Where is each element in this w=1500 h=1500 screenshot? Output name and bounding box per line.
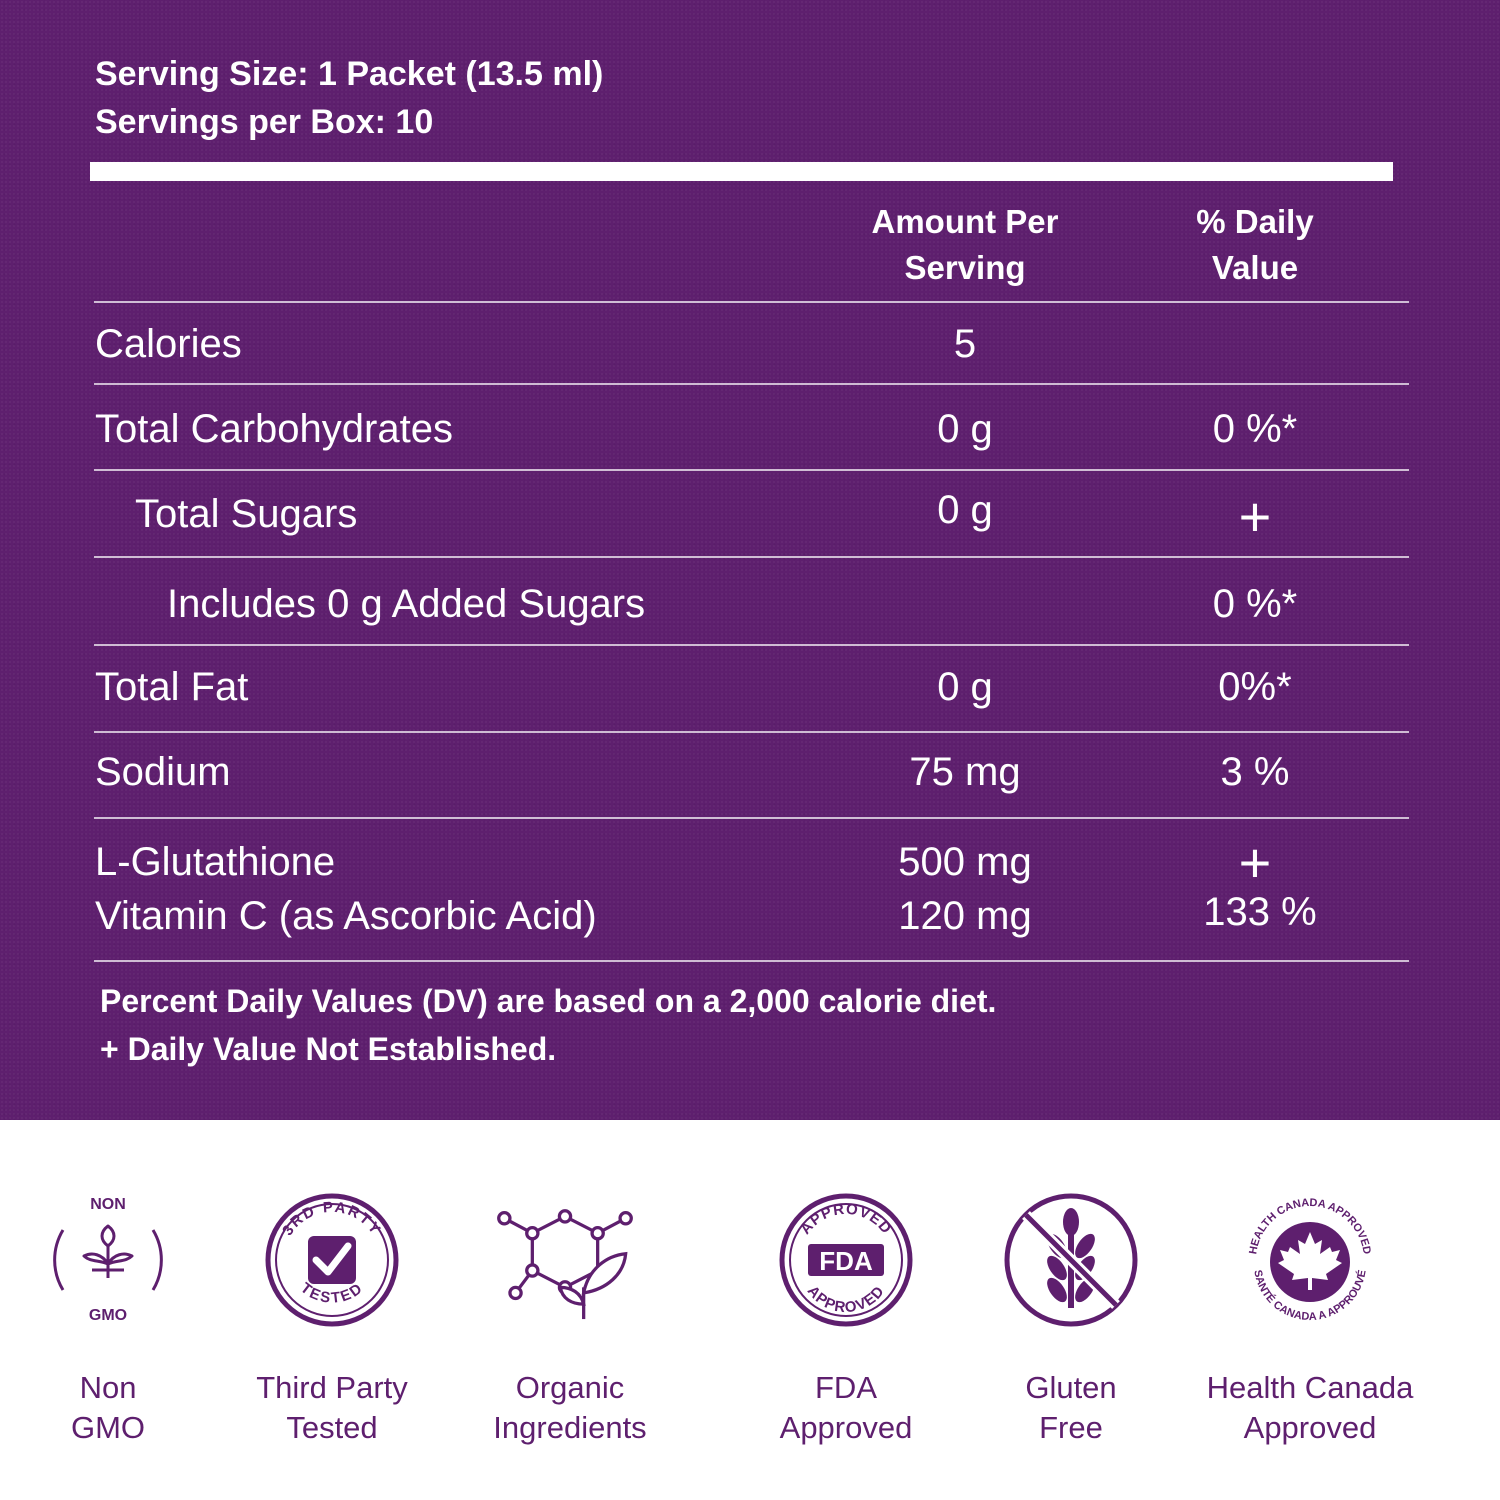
badge-label-line1: Organic: [515, 1370, 625, 1405]
dv-not-established-mark: +: [1238, 485, 1272, 548]
row-divider: [94, 817, 1409, 819]
seal-text-bottom: GMO: [89, 1307, 127, 1324]
nutrient-label: Includes 0 g Added Sugars: [167, 582, 646, 626]
badge-label-line2: Free: [1039, 1410, 1103, 1445]
health-canada-icon: HEALTH CANADA APPROVED SANTÉ CANADA A AP…: [1247, 1197, 1373, 1323]
nutrient-amount: 5: [953, 322, 977, 366]
non-gmo-icon: NON GMO: [53, 1196, 163, 1324]
badge-label-health-canada: Health Canada Approved: [1180, 1368, 1440, 1448]
footnote-dv-not-established: + Daily Value Not Established.: [100, 1031, 557, 1067]
gluten-free-icon: [1004, 1193, 1138, 1327]
row-divider: [94, 301, 1409, 303]
row-divider: [94, 383, 1409, 385]
nutrient-label: Sodium: [95, 750, 231, 794]
nutrient-label: Total Carbohydrates: [95, 407, 453, 451]
badge-label-line2: Ingredients: [493, 1410, 647, 1445]
dv-not-established-mark: +: [1238, 831, 1272, 894]
nutrient-amount: 500 mg: [898, 840, 1032, 884]
daily-value-header: % Daily Value: [1130, 199, 1380, 291]
badge-label-line2: GMO: [70, 1410, 146, 1445]
fda-approved-icon: APPROVED APPROVED FDA: [779, 1193, 913, 1327]
badge-label-line1: Health Canada: [1206, 1370, 1414, 1405]
seal-text-bottom: APPROVED: [804, 1283, 887, 1317]
nutrient-dv: 133 %: [1203, 890, 1317, 934]
badge-label-line1: Third Party: [256, 1370, 408, 1405]
row-divider: [94, 469, 1409, 471]
badge-label-third-party: Third Party Tested: [222, 1368, 442, 1448]
nutrient-dv: 0%*: [1218, 665, 1292, 709]
servings-per-box: Servings per Box: 10: [95, 103, 434, 141]
row-divider: [94, 960, 1409, 962]
serving-size: Serving Size: 1 Packet (13.5 ml): [95, 55, 604, 93]
row-divider: [94, 556, 1409, 558]
nutrient-label: Vitamin C (as Ascorbic Acid): [95, 894, 597, 938]
badge-label-line2: Approved: [1243, 1410, 1377, 1445]
seal-text-center: FDA: [819, 1246, 873, 1276]
badge-label-line1: Non: [79, 1370, 137, 1405]
amount-header-line1: Amount Per: [871, 203, 1059, 240]
nutrition-facts-panel: [0, 0, 1500, 1120]
badge-label-organic: Organic Ingredients: [460, 1368, 680, 1448]
badge-label-line1: Gluten: [1025, 1370, 1117, 1405]
nutrient-amount: 75 mg: [909, 750, 1021, 794]
amount-per-serving-header: Amount Per Serving: [815, 199, 1115, 291]
row-divider: [94, 644, 1409, 646]
amount-header-line2: Serving: [904, 249, 1026, 286]
nutrient-amount: 120 mg: [898, 894, 1032, 938]
organic-molecule-leaf-icon: [497, 1209, 633, 1320]
row-divider: [94, 731, 1409, 733]
nutrient-dv: 3 %: [1220, 750, 1290, 794]
seal-text-top: NON: [90, 1196, 126, 1213]
svg-text:APPROVED: APPROVED: [804, 1283, 888, 1317]
nutrient-label: Total Sugars: [135, 492, 358, 536]
nutrient-amount: 0 g: [937, 407, 993, 451]
footnote-dv-basis: Percent Daily Values (DV) are based on a…: [100, 983, 997, 1019]
nutrient-dv: 0 %*: [1212, 407, 1298, 451]
third-party-tested-icon: 3RD PARTY TESTED: [265, 1193, 399, 1327]
nutrient-label: Total Fat: [95, 665, 249, 709]
dv-header-line1: % Daily: [1196, 203, 1314, 240]
badge-label-line2: Approved: [779, 1410, 913, 1445]
nutrient-label: Calories: [95, 322, 242, 366]
badge-label-line2: Tested: [286, 1410, 378, 1445]
thick-divider: [90, 162, 1393, 181]
dv-header-line2: Value: [1211, 249, 1299, 286]
badge-label-non-gmo: Non GMO: [38, 1368, 178, 1448]
nutrient-amount: 0 g: [937, 665, 993, 709]
badge-label-line1: FDA: [815, 1370, 877, 1405]
nutrient-label: L-Glutathione: [95, 840, 336, 884]
nutrient-amount: 0 g: [937, 488, 993, 532]
nutrient-dv: 0 %*: [1212, 582, 1298, 626]
badge-label-fda: FDA Approved: [736, 1368, 956, 1448]
badge-label-gluten: Gluten Free: [961, 1368, 1181, 1448]
